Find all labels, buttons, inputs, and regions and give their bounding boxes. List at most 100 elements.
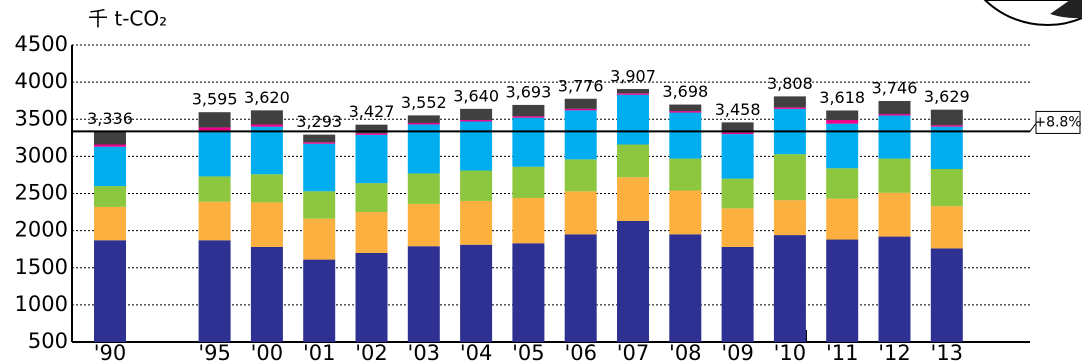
bar-segment [460, 200, 493, 245]
bar-segment [303, 143, 336, 192]
x-tick-label: '00 [251, 341, 284, 361]
bar-segment [617, 177, 649, 221]
x-tick-label: '95 [198, 341, 231, 361]
bar-segment [564, 108, 597, 111]
bar-segment [878, 158, 911, 193]
bar-segment [355, 124, 388, 134]
bar-segment [460, 108, 493, 120]
bar-segment [407, 203, 440, 247]
bar-segment [94, 146, 126, 187]
bar-segment [250, 110, 283, 125]
bar-segment [250, 174, 283, 203]
x-tick-label: '06 [564, 341, 597, 361]
value-label: 3,552 [401, 93, 447, 112]
bar-segment [198, 112, 231, 128]
value-label: 3,618 [819, 88, 865, 107]
bar-segment [303, 191, 336, 219]
bar-segment [669, 104, 702, 112]
bar-segment [721, 122, 754, 133]
bar-segment [94, 131, 126, 145]
x-tick-label: '04 [460, 341, 493, 361]
x-tick-label: '03 [408, 341, 441, 361]
bar-segment [512, 243, 545, 342]
bar-segment [826, 198, 859, 240]
bar-segment [669, 112, 702, 159]
bar-segment [721, 134, 754, 179]
bar-segment [564, 110, 597, 160]
bar-segment [878, 100, 911, 115]
value-label: 3,629 [924, 87, 970, 106]
bar-segment [198, 127, 231, 131]
bar-segment [564, 159, 597, 192]
x-tick-label: '90 [94, 341, 127, 361]
bar-segment [512, 117, 545, 167]
bar-segment [617, 89, 649, 94]
x-tick-label: '07 [617, 341, 650, 361]
bar-segment [878, 192, 911, 237]
x-tick-label: '05 [512, 341, 545, 361]
bar-segment [826, 110, 859, 120]
y-tick-label: 2500 [15, 181, 68, 205]
y-tick-label: 1500 [15, 255, 68, 279]
bar-segment [512, 197, 545, 244]
bar-segment [250, 126, 283, 175]
bar-segment [198, 130, 231, 177]
bar-segment [303, 134, 336, 143]
bar-segment [407, 246, 440, 342]
value-label: 3,640 [453, 86, 499, 105]
bar-segment [198, 240, 231, 342]
bar-segment [930, 109, 963, 126]
x-tick-label: '10 [774, 341, 807, 361]
value-label: 3,693 [505, 82, 551, 101]
bar-segment [460, 170, 493, 201]
bar-segment [617, 220, 649, 342]
bar-segment [878, 115, 911, 159]
bar-segment [669, 111, 702, 113]
bar-segment [721, 208, 754, 247]
bar-segment [198, 176, 231, 202]
bar-segment [94, 144, 126, 147]
value-label: 3,907 [610, 67, 656, 86]
bar-segment [617, 93, 649, 95]
value-label: 3,336 [87, 109, 133, 128]
bar-segment [826, 239, 859, 342]
bar-segment [512, 166, 545, 198]
bar-segment [355, 133, 388, 135]
bar-segment [94, 206, 126, 241]
bar-segment [303, 259, 336, 342]
x-tick-label: '01 [303, 341, 336, 361]
bar-segment [878, 114, 911, 116]
bar-segment [303, 218, 336, 260]
value-label: 3,776 [558, 76, 604, 95]
value-label: 3,620 [244, 88, 290, 107]
bar-segment [669, 158, 702, 191]
bar-segment [826, 119, 859, 124]
bar-segment [617, 94, 649, 145]
x-tick-label: '13 [931, 341, 964, 361]
x-tick-label: '02 [355, 341, 388, 361]
y-tick-label: 1000 [15, 292, 68, 316]
value-label: 3,293 [296, 112, 342, 131]
y-tick-label: 500 [28, 329, 68, 353]
bar-segment [407, 173, 440, 204]
value-label: 3,698 [662, 82, 708, 101]
x-tick-label: '11 [826, 341, 859, 361]
bar-segment [826, 168, 859, 199]
bar-segment [930, 248, 963, 342]
bar-segment [564, 191, 597, 235]
bar-segment [721, 246, 754, 342]
bar-segment [773, 107, 806, 109]
bar-segment [878, 236, 911, 342]
bar-segment [617, 144, 649, 178]
bar-segment [355, 212, 388, 253]
bar-segment [721, 178, 754, 209]
bar-segment [512, 116, 545, 118]
bar-segment [773, 235, 806, 342]
bar-segment [94, 240, 126, 342]
value-label: 3,595 [192, 90, 238, 109]
bar-segment [250, 202, 283, 247]
bar-segment [250, 246, 283, 342]
reference-label: +8.8% [1034, 114, 1081, 130]
x-tick-label: '12 [878, 341, 911, 361]
